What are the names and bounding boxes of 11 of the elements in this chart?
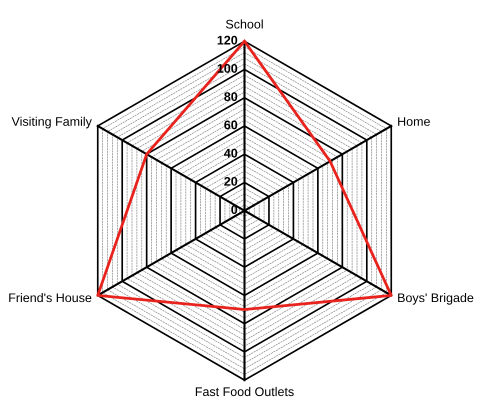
spoke-label: Visiting Family bbox=[12, 116, 92, 128]
y-tick-label: 20 bbox=[224, 176, 238, 186]
spoke-label: Boys' Brigade bbox=[398, 292, 474, 305]
y-tick-label: 80 bbox=[224, 92, 238, 102]
y-tick-label: 60 bbox=[224, 120, 238, 130]
spoke-label: Fast Food Outlets bbox=[196, 386, 294, 396]
spoke-label: Friend's House bbox=[9, 292, 92, 302]
spoke-label: Home bbox=[398, 117, 430, 126]
y-tick-label: 120 bbox=[218, 36, 238, 45]
spoke-label: School bbox=[226, 19, 263, 29]
y-tick-label: 40 bbox=[224, 148, 238, 158]
